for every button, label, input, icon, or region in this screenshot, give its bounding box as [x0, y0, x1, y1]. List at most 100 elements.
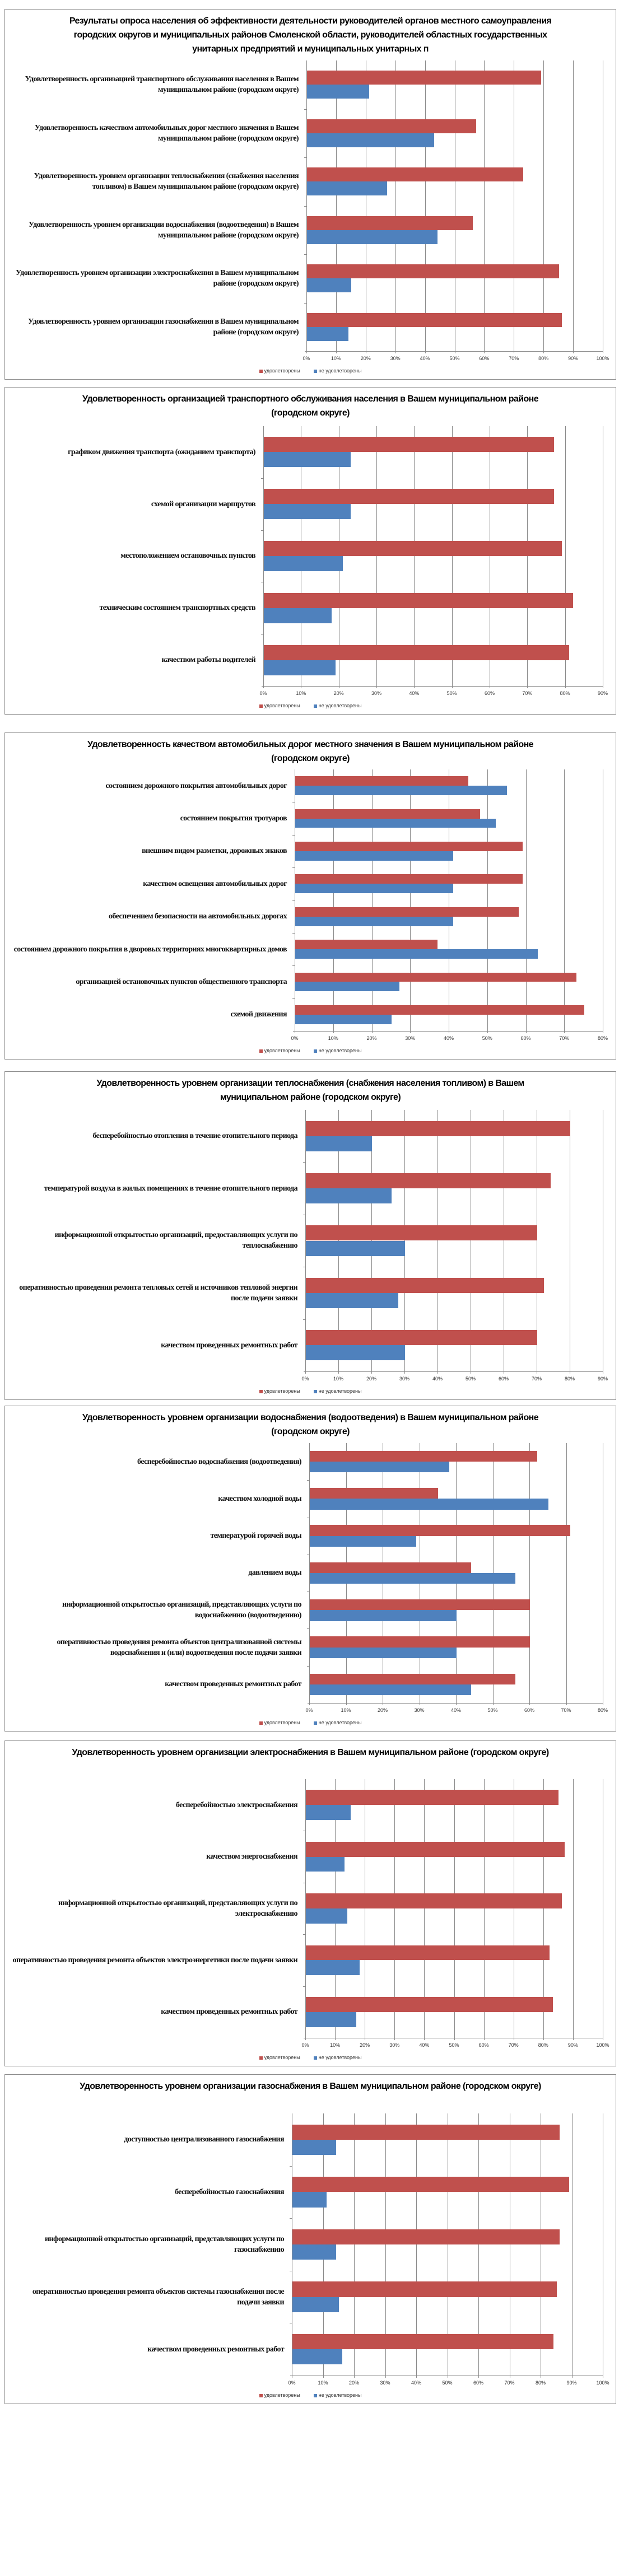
bar-satisfied — [307, 71, 541, 85]
category-label: температурой воздуха в жилых помещениях … — [11, 1162, 297, 1214]
legend: удовлетворены не удовлетворены — [5, 1388, 616, 1394]
legend-label: удовлетворены — [264, 368, 300, 374]
y-tick — [303, 1986, 305, 1987]
category-label-text: качеством проведенных ремонтных работ — [147, 2345, 284, 2354]
bar-not-satisfied — [264, 608, 332, 623]
category-label-text: информационной открытостью организаций, … — [58, 1898, 298, 1918]
legend-label: удовлетворены — [264, 703, 300, 708]
bar-not-satisfied — [306, 1960, 360, 1976]
legend-item: удовлетворены — [259, 703, 300, 708]
y-tick — [303, 1162, 305, 1163]
y-tick — [290, 2166, 292, 2167]
category-label: качеством холодной воды — [11, 1480, 301, 1517]
x-tick-label: 80% — [538, 2042, 548, 2048]
gridline — [564, 769, 565, 1033]
x-tick-label: 20% — [360, 2042, 370, 2048]
bar-satisfied — [264, 541, 562, 556]
gridline — [410, 769, 411, 1033]
category-label-text: внешним видом разметки, дорожных знаков — [142, 847, 287, 856]
x-tick-label: 10% — [296, 690, 306, 696]
category-label: качеством проведенных ремонтных работ — [11, 1666, 301, 1703]
x-tick-label: 50% — [449, 2042, 459, 2048]
legend: удовлетворены не удовлетворены — [5, 2392, 616, 2398]
x-tick-label: 30% — [414, 1707, 425, 1713]
chart-title: Удовлетворенность уровнем организации эл… — [72, 1748, 549, 1757]
bar-not-satisfied — [306, 1292, 399, 1308]
y-tick — [292, 932, 295, 934]
chart-title: Результаты опроса населения об эффективн… — [69, 16, 552, 54]
category-label-text: схемой организации маршрутов — [151, 500, 256, 508]
gridline — [394, 1779, 395, 2040]
bar-satisfied — [307, 264, 559, 279]
category-label: давлением воды — [11, 1555, 301, 1592]
legend-swatch-not-satisfied — [313, 1721, 317, 1725]
category-label-text: Удовлетворенность уровнем организации те… — [34, 172, 299, 192]
category-label: Удовлетворенность уровнем организации те… — [11, 157, 299, 206]
category-label: состоянием покрытия тротуаров — [11, 802, 287, 834]
x-tick-label: 40% — [450, 1707, 461, 1713]
bar-satisfied — [306, 1121, 570, 1136]
category-label-text: обеспечением безопасности на автомобильн… — [108, 912, 287, 921]
bar-not-satisfied — [307, 133, 435, 147]
chart-panel: Удовлетворенность уровнем организации га… — [4, 2074, 616, 2404]
bar-not-satisfied — [295, 916, 453, 926]
gridline — [354, 2113, 355, 2378]
category-label-text: техническим состоянием транспортных сред… — [99, 604, 255, 613]
y-tick — [292, 867, 295, 869]
bar-satisfied — [306, 1841, 565, 1857]
category-label-text: качеством проведенных ремонтных работ — [165, 1680, 301, 1689]
x-tick-label: 40% — [419, 2042, 430, 2048]
x-tick-label: 30% — [389, 2042, 400, 2048]
bar-satisfied — [306, 1330, 537, 1346]
legend-swatch-not-satisfied — [313, 369, 317, 373]
y-tick — [303, 1934, 305, 1935]
x-tick-label: 50% — [487, 1707, 498, 1713]
bar-satisfied — [307, 216, 473, 230]
category-label: оперативностью проведения ремонта объект… — [11, 1628, 301, 1665]
bar-not-satisfied — [295, 1014, 392, 1024]
category-label: качеством проведенных ремонтных работ — [11, 1986, 297, 2038]
category-label-text: Удовлетворенность организацией транспорт… — [25, 75, 299, 95]
legend-item: удовлетворены — [259, 368, 300, 374]
category-label: бесперебойностью газоснабжения — [11, 2166, 285, 2219]
bar-satisfied — [295, 874, 523, 884]
legend: удовлетворены не удовлетворены — [5, 1720, 616, 1725]
legend-swatch-not-satisfied — [313, 1049, 317, 1053]
bar-satisfied — [306, 1997, 553, 2012]
x-tick-label: 40% — [443, 1035, 454, 1041]
gridline — [425, 60, 426, 353]
bar-satisfied — [306, 1277, 544, 1293]
bar-satisfied — [306, 1945, 550, 1961]
gridline — [573, 60, 574, 353]
chart-panel: Удовлетворенность организацией транспорт… — [4, 387, 616, 715]
category-label: организацией остановочных пунктов общест… — [11, 965, 287, 998]
gridline — [376, 426, 377, 688]
legend-label: не удовлетворены — [318, 368, 362, 374]
gridline — [571, 2113, 573, 2378]
bar-satisfied — [310, 1525, 571, 1536]
category-label-text: местоположением остановочных пунктов — [120, 552, 255, 561]
category-label: Удовлетворенность уровнем организации га… — [11, 303, 299, 352]
x-tick-label: 20% — [366, 1035, 377, 1041]
category-label: графиком движения транспорта (ожиданием … — [11, 426, 255, 478]
y-axis — [263, 426, 264, 686]
x-tick-label: 70% — [559, 1035, 570, 1041]
bar-satisfied — [310, 1599, 530, 1611]
y-tick — [304, 109, 306, 110]
legend-item: удовлетворены — [259, 1048, 300, 1053]
gridline — [527, 426, 528, 688]
x-axis — [304, 1371, 603, 1372]
y-tick — [292, 834, 295, 836]
legend: удовлетворены не удовлетворены — [5, 2055, 616, 2060]
bar-not-satisfied — [306, 1240, 405, 1256]
y-tick — [303, 1319, 305, 1320]
x-tick-label: 30% — [399, 1376, 409, 1382]
x-tick-label: 30% — [380, 2380, 390, 2386]
gridline — [487, 769, 488, 1033]
gridline — [385, 2113, 386, 2378]
x-tick-label: 0% — [302, 356, 310, 361]
category-label: информационной открытостью организаций, … — [11, 2218, 285, 2271]
category-label-text: доступностью централизованного газоснабж… — [124, 2135, 284, 2144]
y-tick — [292, 965, 295, 967]
x-tick-label: 40% — [411, 2380, 421, 2386]
